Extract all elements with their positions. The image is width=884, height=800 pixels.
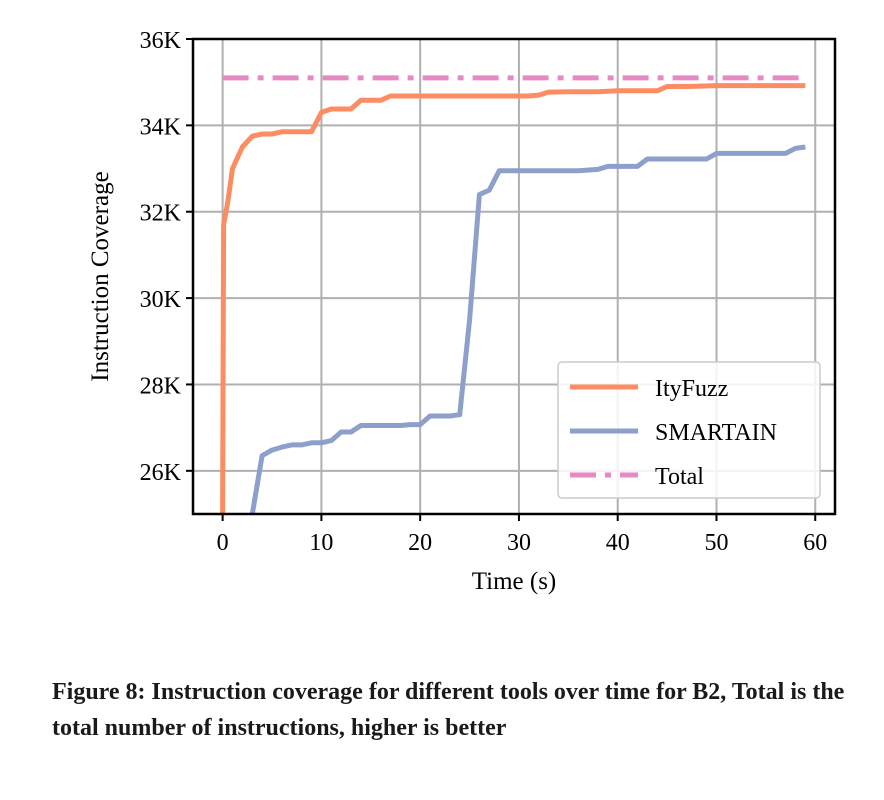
x-tick-label: 60 (803, 530, 827, 556)
series-line-smartain (249, 144, 806, 515)
legend-label-total: Total (655, 464, 704, 490)
x-tick-label: 40 (606, 530, 630, 556)
x-tick-label: 10 (309, 530, 333, 556)
figure-caption: Figure 8: Instruction coverage for diffe… (52, 679, 845, 741)
y-axis-label: Instruction Coverage (87, 171, 114, 381)
legend: ItyFuzz SMARTAIN Total (557, 361, 821, 499)
y-tick-label: 26K (140, 460, 182, 486)
x-tick-label: 0 (217, 530, 229, 556)
axis-ticks: 0 10 20 30 40 50 60 26K 28K 30K 32K 34K 36K (140, 28, 828, 556)
y-tick-label: 28K (140, 373, 182, 399)
legend-label-smartain: SMARTAIN (655, 420, 777, 446)
x-tick-label: 30 (507, 530, 531, 556)
legend-label-ityfuzz: ItyFuzz (655, 376, 728, 402)
series-lines (220, 75, 806, 515)
legend-entries: ItyFuzz SMARTAIN Total (570, 376, 777, 490)
y-tick-label: 34K (140, 114, 182, 140)
x-axis-label: Time (s) (472, 568, 557, 595)
x-tick-label: 20 (408, 530, 432, 556)
y-tick-label: 30K (140, 287, 182, 313)
legend-box (557, 361, 821, 499)
y-tick-label: 36K (140, 28, 182, 54)
y-tick-label: 32K (140, 201, 182, 227)
series-line-ityfuzz (220, 83, 806, 515)
plot-frame (191, 37, 837, 516)
coverage-chart: 0 10 20 30 40 50 60 26K 28K 30K 32K 34K 36K Time (s)… (87, 28, 837, 595)
x-tick-label: 50 (704, 530, 728, 556)
